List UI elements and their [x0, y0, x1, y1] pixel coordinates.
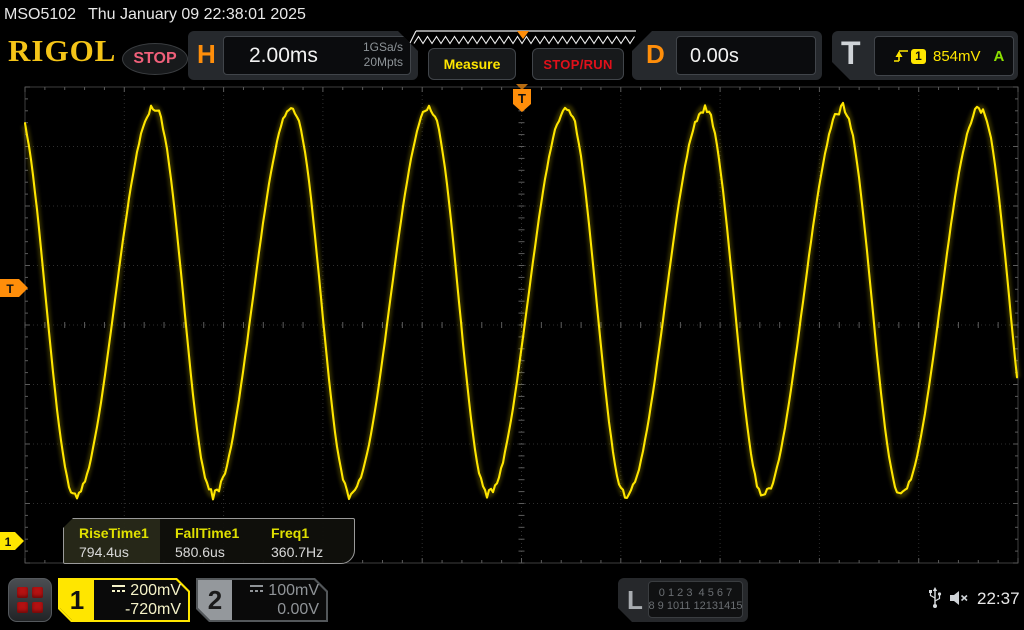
horizontal-label: H: [197, 39, 216, 69]
measurement-value: 794.4us: [79, 544, 129, 560]
channel-1-settings: 200mV -720mV: [111, 581, 181, 619]
measurement-risetime[interactable]: RiseTime1 794.4us: [64, 519, 160, 563]
channel-1-scale: 200mV: [130, 582, 181, 599]
logic-row-1: 0 1 2 3 4 5 6 7: [658, 586, 733, 599]
timebase-box[interactable]: 2.00ms 1GSa/s 20Mpts: [223, 36, 411, 75]
trigger-level-value: 854mV: [933, 47, 981, 65]
trigger-label: T: [841, 35, 861, 71]
ch1-waveform: [21, 101, 1021, 501]
trigger-sweep-mode: A: [993, 47, 1005, 65]
ch1-ground-marker[interactable]: 1: [0, 532, 24, 550]
horizontal-panel[interactable]: H 2.00ms 1GSa/s 20Mpts: [188, 31, 418, 80]
measurement-name: RiseTime1: [79, 525, 149, 541]
model-name: MSO5102: [4, 6, 77, 23]
datetime: Thu January 09 22:38:01 2025: [88, 6, 306, 23]
dc-coupling-icon: [112, 585, 126, 592]
channel-2-scale: 100mV: [268, 582, 319, 599]
measurement-value: 360.7Hz: [271, 544, 324, 560]
grid-icon: [17, 587, 43, 613]
channel-2-offset: 0.00V: [277, 601, 319, 618]
status-topbar: MSO5102 Thu January 09 22:38:01 2025: [0, 0, 1024, 28]
logic-row-2: 8 9 1011 12131415: [648, 599, 743, 612]
run-status-badge: STOP: [122, 43, 188, 75]
trigger-panel[interactable]: T 1 854mV A: [832, 31, 1018, 80]
sample-rate: 1GSa/s: [362, 40, 403, 54]
trigger-source-badge: 1: [911, 49, 926, 64]
measurement-name: Freq1: [271, 525, 310, 541]
clock: 22:37: [977, 589, 1020, 608]
rigol-logo: RIGOL: [8, 33, 117, 68]
logic-channels-tab[interactable]: L 0 1 2 3 4 5 6 7 8 9 1011 12131415: [618, 578, 748, 622]
trigger-position-letter: T: [518, 91, 526, 106]
timebase-value: 2.00ms: [249, 44, 318, 67]
trigger-position-marker[interactable]: T: [513, 84, 531, 112]
measurement-results-box[interactable]: RiseTime1 794.4us FallTime1 580.6us Freq…: [63, 518, 355, 564]
channel-1-offset: -720mV: [124, 601, 181, 618]
windows-menu-button[interactable]: [8, 578, 52, 622]
measurement-name: FallTime1: [175, 525, 240, 541]
dc-coupling-icon: [250, 585, 264, 592]
speaker-muted-icon: [950, 591, 968, 605]
delay-box[interactable]: 0.00s: [676, 36, 816, 75]
measurement-value: 580.6us: [175, 544, 225, 560]
delay-panel[interactable]: D 0.00s: [632, 31, 822, 80]
channel-1-number[interactable]: 1: [60, 580, 94, 620]
trigger-box[interactable]: 1 854mV A: [874, 36, 1014, 76]
logic-channel-numbers: 0 1 2 3 4 5 6 7 8 9 1011 12131415: [648, 581, 743, 618]
channel-2-tab[interactable]: 2 100mV 0.00V: [196, 578, 328, 622]
trigger-level-marker[interactable]: T: [0, 279, 28, 297]
usb-icon: [929, 587, 942, 608]
memory-depth: 20Mpts: [363, 55, 403, 69]
channel-1-tab[interactable]: 1 200mV -720mV: [58, 578, 190, 622]
measurement-freq[interactable]: Freq1 360.7Hz: [256, 519, 352, 563]
trigger-edge-icon: [893, 48, 910, 64]
channel-2-number[interactable]: 2: [198, 580, 232, 620]
delay-label: D: [646, 39, 665, 69]
trigger-level-letter: T: [6, 282, 14, 296]
acquisition-rates: 1GSa/s 20Mpts: [363, 40, 403, 70]
measure-button[interactable]: Measure: [428, 48, 516, 80]
delay-value: 0.00s: [690, 45, 739, 67]
stop-run-button[interactable]: STOP/RUN: [532, 48, 624, 80]
logic-label: L: [627, 585, 643, 615]
channel-2-settings: 100mV 0.00V: [249, 581, 319, 619]
measurement-falltime[interactable]: FallTime1 580.6us: [160, 519, 256, 563]
overview-trigger-marker[interactable]: [517, 31, 529, 39]
ch1-ground-number: 1: [5, 535, 12, 549]
